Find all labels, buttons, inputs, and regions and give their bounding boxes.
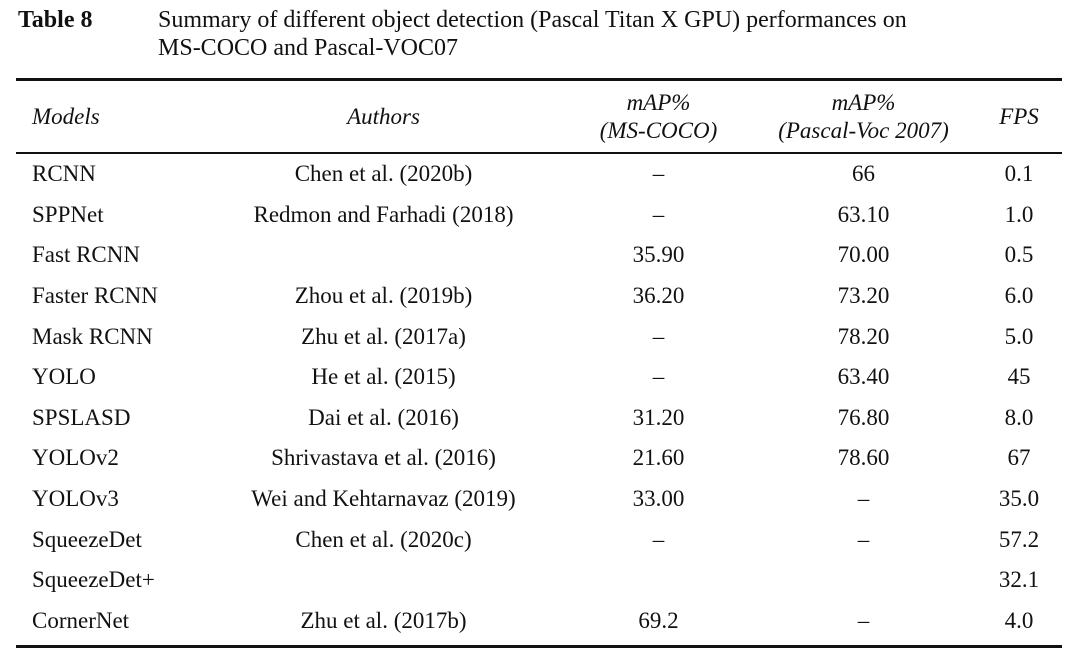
table-row: SPPNet Redmon and Farhadi (2018) – 63.10… <box>16 195 1062 236</box>
cell-map-voc: 78.20 <box>837 323 890 349</box>
cell-authors: Chen et al. (2020c) <box>295 526 472 552</box>
cell-model: SqueezeDet <box>32 526 142 552</box>
header-fps: FPS <box>999 103 1039 129</box>
header-map-coco-line-2: (MS-COCO) <box>599 117 718 143</box>
table-row: Fast RCNN 35.90 70.00 0.5 <box>16 235 1062 276</box>
cell-fps: 0.5 <box>1004 242 1034 268</box>
cell-authors: He et al. (2015) <box>311 364 456 390</box>
table-label: Table 8 <box>18 7 93 33</box>
cell-map-coco: – <box>652 161 665 187</box>
table-row: YOLOv2 Shrivastava et al. (2016) 21.60 7… <box>16 438 1062 479</box>
table-row: YOLO He et al. (2015) – 63.40 45 <box>16 357 1062 398</box>
cell-fps: 35.0 <box>998 486 1040 512</box>
cell-model: YOLO <box>32 364 96 390</box>
cell-map-coco <box>566 560 751 601</box>
table-header-row: Models Authors mAP% (MS-COCO) mAP% (Pasc… <box>16 81 1062 152</box>
cell-authors: Zhou et al. (2019b) <box>294 283 473 309</box>
cell-model: RCNN <box>32 161 96 187</box>
table-bottom-rule <box>16 645 1062 648</box>
cell-fps: 5.0 <box>1004 323 1034 349</box>
cell-map-coco: 31.20 <box>632 404 685 430</box>
cell-map-coco: 21.60 <box>632 445 685 471</box>
cell-map-coco: 36.20 <box>632 283 685 309</box>
header-map-coco-line-1: mAP% <box>626 89 691 115</box>
cell-fps: 67 <box>1007 445 1031 471</box>
header-models: Models <box>32 103 100 129</box>
table-row: RCNN Chen et al. (2020b) – 66 0.1 <box>16 152 1062 195</box>
table-row: SqueezeDet Chen et al. (2020c) – – 57.2 <box>16 519 1062 560</box>
cell-fps: 1.0 <box>1004 201 1034 227</box>
cell-model: SPSLASD <box>32 404 131 430</box>
cell-authors <box>201 235 566 276</box>
cell-map-voc: 73.20 <box>837 283 890 309</box>
cell-model: Faster RCNN <box>32 283 158 309</box>
cell-authors: Redmon and Farhadi (2018) <box>253 201 514 227</box>
cell-model: YOLOv2 <box>32 445 119 471</box>
results-table: Models Authors mAP% (MS-COCO) mAP% (Pasc… <box>16 81 1062 641</box>
header-authors: Authors <box>347 103 420 129</box>
cell-authors <box>201 560 566 601</box>
table-row: SPSLASD Dai et al. (2016) 31.20 76.80 8.… <box>16 398 1062 439</box>
cell-map-voc <box>751 560 976 601</box>
table-row: CornerNet Zhu et al. (2017b) 69.2 – 4.0 <box>16 601 1062 642</box>
table-top-rule <box>16 78 1062 81</box>
cell-map-voc: – <box>857 486 870 512</box>
cell-map-voc: – <box>857 607 870 633</box>
cell-map-coco: – <box>652 526 665 552</box>
cell-map-coco: 33.00 <box>632 486 685 512</box>
cell-authors: Zhu et al. (2017a) <box>301 323 466 349</box>
cell-map-coco: 35.90 <box>632 242 685 268</box>
cell-map-voc: 70.00 <box>837 242 890 268</box>
header-map-voc-line-1: mAP% <box>831 89 896 115</box>
cell-map-voc: 63.10 <box>837 201 890 227</box>
caption-text: Summary of different object detection (P… <box>158 6 1058 62</box>
header-map-voc-line-2: (Pascal-Voc 2007) <box>778 117 949 143</box>
caption-line-1: Summary of different object detection (P… <box>158 7 907 33</box>
cell-fps: 32.1 <box>998 567 1040 593</box>
cell-authors: Dai et al. (2016) <box>308 404 459 430</box>
header-map-voc: mAP% (Pascal-Voc 2007) <box>751 81 976 152</box>
cell-map-coco: 69.2 <box>638 607 679 633</box>
cell-authors: Chen et al. (2020b) <box>294 161 473 187</box>
table-row: Faster RCNN Zhou et al. (2019b) 36.20 73… <box>16 276 1062 317</box>
cell-model: Mask RCNN <box>32 323 153 349</box>
cell-map-voc: 78.60 <box>837 445 890 471</box>
table-row: SqueezeDet+ 32.1 <box>16 560 1062 601</box>
table-header-rule <box>16 152 1062 154</box>
cell-map-voc: 76.80 <box>837 404 890 430</box>
cell-authors: Shrivastava et al. (2016) <box>271 445 496 471</box>
cell-model: Fast RCNN <box>32 242 140 268</box>
table-row: YOLOv3 Wei and Kehtarnavaz (2019) 33.00 … <box>16 479 1062 520</box>
cell-authors: Wei and Kehtarnavaz (2019) <box>251 486 516 512</box>
cell-model: YOLOv3 <box>32 486 119 512</box>
cell-authors: Zhu et al. (2017b) <box>300 607 467 633</box>
caption-line-2: MS-COCO and Pascal-VOC07 <box>158 35 458 61</box>
cell-model: SPPNet <box>32 201 104 227</box>
cell-fps: 4.0 <box>1004 607 1034 633</box>
cell-model: CornerNet <box>32 607 130 633</box>
table-row: Mask RCNN Zhu et al. (2017a) – 78.20 5.0 <box>16 316 1062 357</box>
cell-fps: 8.0 <box>1004 404 1034 430</box>
cell-fps: 57.2 <box>998 526 1040 552</box>
cell-map-coco: – <box>652 201 665 227</box>
cell-map-coco: – <box>652 323 665 349</box>
cell-model: SqueezeDet+ <box>32 567 155 593</box>
cell-fps: 45 <box>1007 364 1031 390</box>
cell-fps: 6.0 <box>1004 283 1034 309</box>
cell-fps: 0.1 <box>1004 161 1034 187</box>
header-map-coco: mAP% (MS-COCO) <box>566 81 751 152</box>
cell-map-coco: – <box>652 364 665 390</box>
cell-map-voc: – <box>857 526 870 552</box>
cell-map-voc: 63.40 <box>837 364 890 390</box>
cell-map-voc: 66 <box>852 161 875 187</box>
